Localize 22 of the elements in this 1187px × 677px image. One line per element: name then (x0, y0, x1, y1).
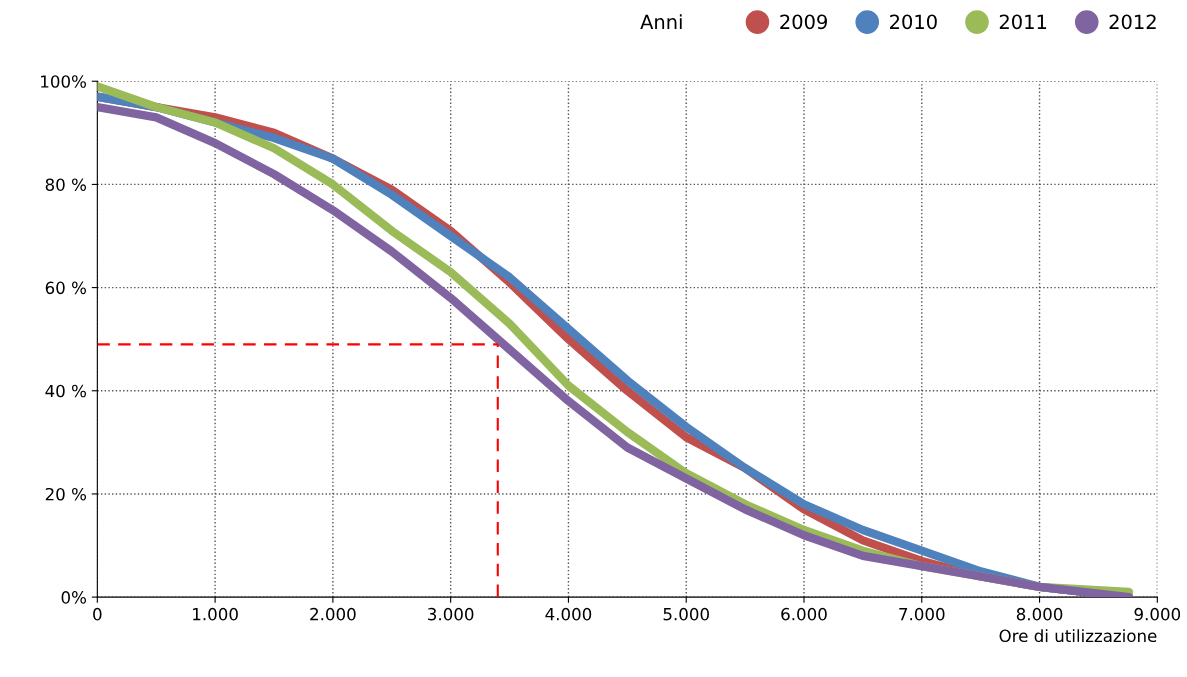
legend-label: 2011 (999, 14, 1047, 30)
x-tick-label: 3.000 (428, 607, 474, 621)
x-tick-label: 9.000 (1134, 607, 1181, 621)
x-tick-label: 8.000 (1016, 607, 1063, 621)
x-tick-label: 6.000 (781, 607, 827, 621)
x-tick-label: 0 (93, 607, 102, 621)
x-tick-label: 5.000 (663, 607, 709, 621)
x-axis-title: Ore di utilizzazione (999, 629, 1157, 643)
x-tick-label: 4.000 (545, 607, 592, 621)
y-tick-label: 0% (61, 591, 86, 604)
legend-label: 2012 (1109, 14, 1156, 30)
legend-title: Anni (640, 14, 682, 29)
x-tick-label: 1.000 (193, 607, 238, 621)
x-tick-label: 2.000 (310, 607, 356, 621)
legend-label: 2009 (780, 14, 827, 30)
y-tick-label: 40 % (45, 384, 86, 398)
y-tick-label: 20 % (45, 487, 86, 501)
y-tick-label: 60 % (45, 281, 86, 295)
legend-label: 2010 (890, 14, 937, 30)
x-tick-label: 7.000 (899, 607, 945, 621)
y-tick-label: 80 % (45, 178, 86, 191)
y-tick-label: 100% (41, 75, 86, 88)
